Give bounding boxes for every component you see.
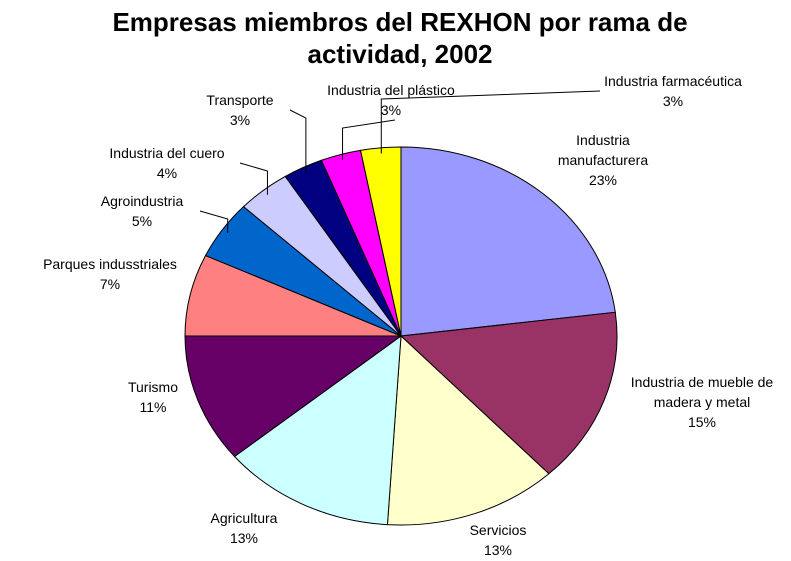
pie-slice xyxy=(359,146,402,337)
category-name: Industria manufacturera xyxy=(557,132,649,168)
percent-label: 3% xyxy=(380,102,402,118)
percent-label: 3% xyxy=(662,93,684,109)
percent-label: 5% xyxy=(131,213,153,229)
leader-line xyxy=(342,119,396,160)
category-name: Industria del plástico xyxy=(327,82,455,98)
slice-label: Turismo 11% xyxy=(103,377,203,417)
pie-slice xyxy=(233,334,402,526)
category-name: Industria farmacéutica xyxy=(604,73,742,89)
percent-label: 7% xyxy=(99,276,121,292)
percent-label: 13% xyxy=(483,542,513,558)
slice-label: Industria farmacéutica 3% xyxy=(588,71,758,111)
slice-label: Transporte 3% xyxy=(185,90,295,130)
leader-line xyxy=(199,210,229,233)
category-name: Industria del cuero xyxy=(109,145,225,161)
slice-label: Parques indusstriales 7% xyxy=(10,254,210,294)
category-name: Parques indusstriales xyxy=(43,256,177,272)
pie-slice xyxy=(184,335,403,458)
slice-label: Industria de mueble de madera y metal 15% xyxy=(610,372,791,432)
pie-slice xyxy=(386,334,550,526)
category-name: Agroindustria xyxy=(100,193,184,209)
category-name: Transporte xyxy=(206,92,274,108)
slice-label: Servicios 13% xyxy=(438,520,558,560)
pie-slice xyxy=(400,146,616,337)
leader-line xyxy=(239,162,268,195)
percent-label: 15% xyxy=(687,414,717,430)
category-name: Agricultura xyxy=(210,510,278,526)
slice-label: Industria del cuero 4% xyxy=(87,143,247,183)
slice-label: Industria manufacturera 23% xyxy=(543,130,663,190)
slice-label: Industria del plástico 3% xyxy=(301,80,481,120)
leader-line xyxy=(289,109,307,173)
percent-label: 13% xyxy=(229,530,259,546)
percent-label: 3% xyxy=(229,112,251,128)
category-name: Industria de mueble de madera y metal xyxy=(630,374,774,410)
slice-label: Agricultura 13% xyxy=(184,508,304,548)
pie-slice xyxy=(399,311,618,475)
leader-line xyxy=(380,90,601,154)
percent-label: 23% xyxy=(588,172,618,188)
category-name: Servicios xyxy=(469,522,527,538)
chart-title: Empresas miembros del REXHON por rama de… xyxy=(112,7,688,69)
category-name: Turismo xyxy=(127,379,179,395)
percent-label: 4% xyxy=(156,165,178,181)
percent-label: 11% xyxy=(139,399,167,415)
slice-label: Agroindustria 5% xyxy=(72,191,212,231)
